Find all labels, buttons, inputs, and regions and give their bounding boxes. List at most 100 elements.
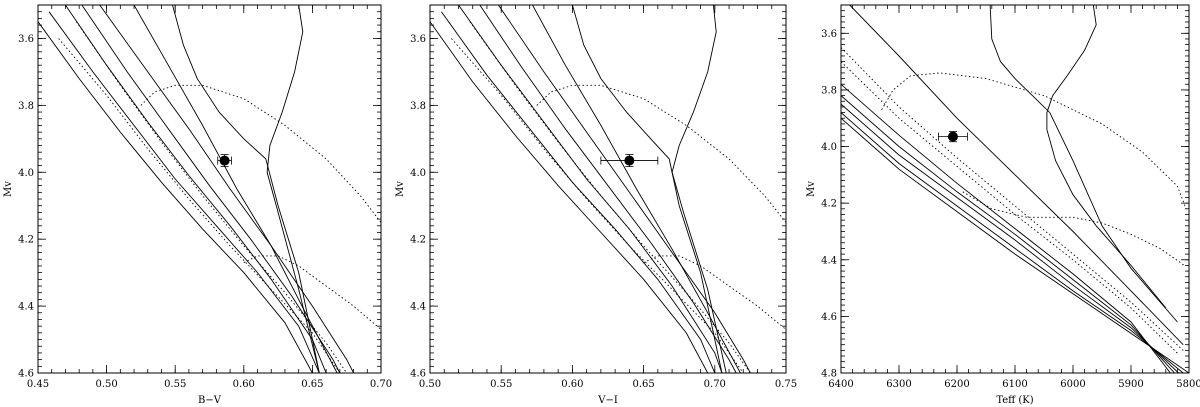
curves	[430, 5, 786, 373]
dotted-isochrone	[536, 84, 786, 223]
x-tick-label: 0.60	[233, 379, 255, 390]
y-axis-label: Mv	[806, 181, 817, 197]
solid-isochrone	[430, 21, 709, 373]
dotted-isochrone	[643, 255, 786, 330]
x-tick-label: 0.55	[164, 379, 186, 390]
y-tick-label: 4.2	[410, 235, 426, 246]
x-tick-label: 0.65	[301, 379, 323, 390]
y-ticks: 3.6 3.8 4.0 4.2 4.4 4.6	[18, 4, 381, 380]
solid-isochrone	[841, 103, 1179, 373]
solid-isochrone	[48, 11, 320, 373]
data-points	[217, 154, 232, 167]
data-point	[219, 155, 230, 166]
solid-isochrone	[172, 5, 320, 373]
solid-isochrone	[133, 5, 338, 373]
y-tick-label: 4.0	[821, 142, 837, 153]
data-point	[624, 155, 635, 166]
x-tick-label: 6200	[944, 379, 969, 390]
solid-isochrone	[1046, 5, 1167, 309]
data-points	[600, 154, 659, 167]
x-tick-label: 0.70	[704, 379, 726, 390]
y-ticks: 3.6 3.8 4.0 4.2 4.4 4.6	[410, 4, 786, 380]
x-tick-label: 0.55	[490, 379, 512, 390]
x-tick-label: 0.45	[27, 379, 49, 390]
y-tick-label: 3.6	[18, 34, 34, 45]
y-tick-label: 4.6	[821, 312, 837, 323]
x-tick-label: 0.50	[419, 379, 441, 390]
curves	[38, 5, 381, 373]
solid-isochrone	[849, 5, 1184, 346]
x-tick-label: 6000	[1060, 379, 1085, 390]
y-tick-label: 4.4	[18, 302, 34, 313]
x-tick-label: 0.70	[370, 379, 392, 390]
y-tick-label: 3.8	[821, 85, 837, 96]
y-tick-label: 4.2	[18, 235, 34, 246]
y-tick-label: 3.8	[18, 101, 34, 112]
dotted-isochrone	[451, 38, 744, 373]
y-tick-label: 4.2	[821, 199, 837, 210]
curves	[841, 5, 1189, 373]
solid-isochrone	[841, 112, 1184, 373]
x-ticks: 0.45 0.50 0.55 0.60 0.65 0.70	[27, 5, 392, 390]
y-axis-label: Mv	[3, 181, 14, 197]
solid-isochrone	[441, 11, 716, 373]
dotted-isochrone	[841, 61, 1178, 354]
x-tick-label: 6300	[886, 379, 911, 390]
x-tick-label: 5900	[1118, 379, 1143, 390]
y-tick-label: 4.4	[410, 302, 426, 313]
solid-isochrone	[841, 95, 1175, 373]
x-ticks: 0.50 0.55 0.60 0.65 0.70 0.75	[419, 5, 797, 390]
y-tick-label: 4.6	[410, 369, 426, 380]
solid-isochrone	[571, 5, 723, 373]
x-tick-label: 6400	[828, 379, 853, 390]
x-tick-label: 0.60	[561, 379, 583, 390]
y-tick-label: 4.0	[410, 168, 426, 179]
y-tick-label: 4.8	[821, 369, 837, 380]
panel-bv: 0.45 0.50 0.55 0.60 0.65 0.70 3.6 3.8 4.0 4.2 4.4…	[3, 4, 392, 406]
plot-frame	[37, 4, 382, 374]
x-axis-label: V−I	[597, 395, 618, 406]
plot-frame	[840, 4, 1190, 374]
solid-isochrone	[498, 5, 751, 373]
plot-frame	[429, 4, 787, 374]
x-axis-label: Teff (K)	[996, 395, 1033, 406]
solid-isochrone	[458, 5, 723, 373]
solid-isochrone	[532, 5, 741, 373]
dotted-isochrone	[841, 47, 1184, 351]
solid-isochrone	[989, 5, 1178, 323]
solid-isochrone	[81, 5, 341, 373]
solid-isochrone	[38, 21, 313, 373]
dotted-isochrone	[881, 72, 1187, 209]
y-tick-label: 4.4	[821, 255, 837, 266]
solid-isochrone	[841, 117, 1189, 373]
solid-isochrone	[99, 5, 355, 373]
dotted-isochrone	[76, 21, 348, 373]
x-tick-label: 0.75	[775, 379, 797, 390]
y-tick-label: 4.6	[18, 369, 34, 380]
dotted-isochrone	[243, 255, 381, 330]
y-tick-label: 3.8	[410, 101, 426, 112]
solid-isochrone	[671, 5, 727, 373]
dotted-isochrone	[962, 191, 1185, 266]
solid-isochrone	[65, 5, 327, 373]
y-tick-label: 3.6	[821, 29, 837, 40]
x-tick-label: 6100	[1002, 379, 1027, 390]
y-ticks: 3.6 3.8 4.0 4.2 4.4 4.6 4.8	[821, 4, 1189, 380]
data-points	[938, 131, 968, 143]
panel-vi: 0.50 0.55 0.60 0.65 0.70 0.75 3.6 3.8 4.0 4.2 4.4…	[395, 4, 797, 406]
x-ticks: 6400 6300 6200 6100 6000 5900 5800	[828, 5, 1200, 390]
solid-isochrone	[266, 5, 320, 373]
dotted-isochrone	[469, 21, 751, 373]
data-point	[947, 131, 958, 142]
panel-teff: 6400 6300 6200 6100 6000 5900 5800 3.6 3.8 4.0 4.…	[806, 4, 1200, 406]
solid-isochrone	[841, 83, 1171, 373]
x-tick-label: 0.50	[95, 379, 117, 390]
y-tick-label: 4.0	[18, 168, 34, 179]
x-axis-label: B−V	[198, 395, 222, 406]
solid-isochrone	[479, 5, 737, 373]
y-tick-label: 3.6	[410, 34, 426, 45]
y-axis-label: Mv	[395, 181, 406, 197]
x-tick-label: 5800	[1176, 379, 1200, 390]
x-tick-label: 0.65	[632, 379, 654, 390]
